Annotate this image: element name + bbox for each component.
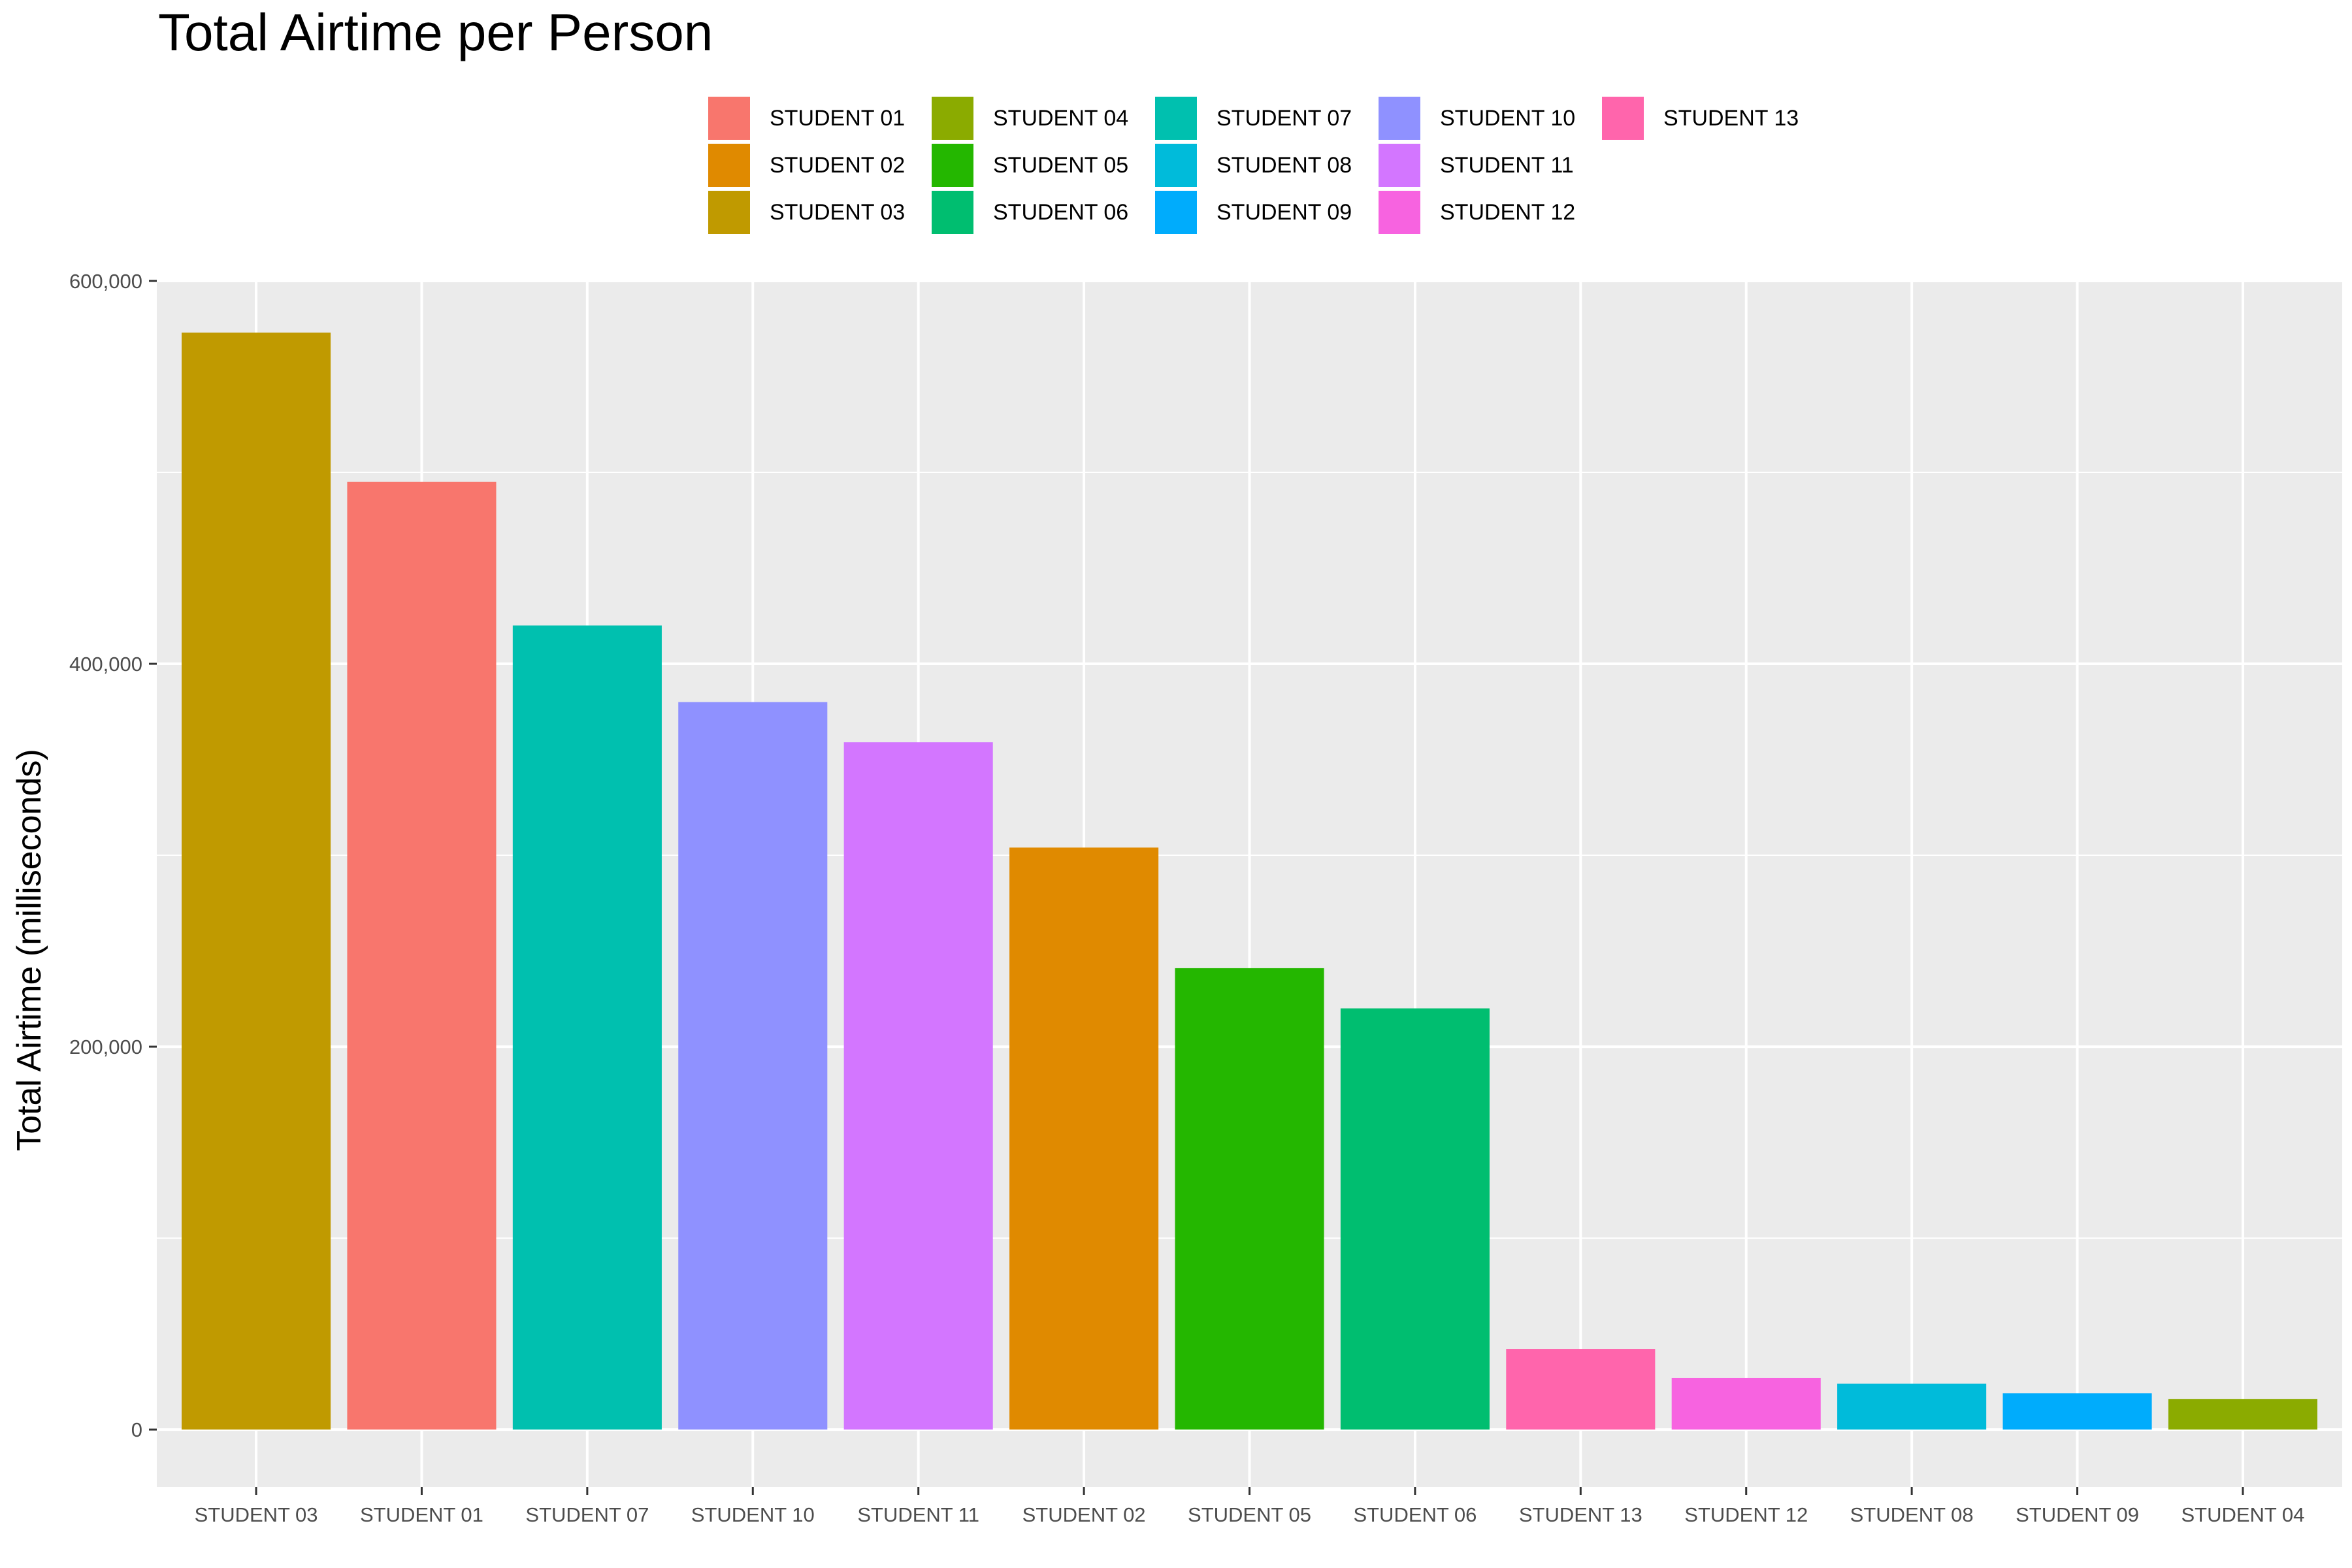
legend-item: STUDENT 04 xyxy=(930,95,1146,142)
bar-student-09 xyxy=(2002,1393,2152,1430)
y-axis-title: Total Airtime (milliseconds) xyxy=(10,749,48,1151)
legend-item: STUDENT 06 xyxy=(930,189,1146,237)
legend-key xyxy=(1155,144,1197,187)
x-tick-label: STUDENT 05 xyxy=(1188,1503,1311,1526)
y-tick-label: 0 xyxy=(131,1418,142,1441)
bar-student-08 xyxy=(1837,1383,1987,1430)
bar-student-13 xyxy=(1506,1349,1656,1430)
legend-key xyxy=(1155,191,1197,234)
legend-label: STUDENT 11 xyxy=(1440,153,1574,178)
legend-label: STUDENT 02 xyxy=(770,153,906,178)
bar-student-04 xyxy=(2168,1399,2317,1430)
legend-label: STUDENT 13 xyxy=(1663,106,1799,131)
legend-item: STUDENT 13 xyxy=(1601,95,1816,142)
legend-key xyxy=(708,191,750,234)
y-tick-label: 600,000 xyxy=(69,270,142,293)
legend-label: STUDENT 07 xyxy=(1217,106,1352,131)
legend-key xyxy=(932,191,973,234)
legend-label: STUDENT 10 xyxy=(1440,106,1576,131)
x-tick-label: STUDENT 12 xyxy=(1684,1503,1808,1526)
legend-label: STUDENT 01 xyxy=(770,106,906,131)
bar-student-06 xyxy=(1340,1008,1490,1430)
chart-title: Total Airtime per Person xyxy=(158,3,713,61)
legend-key xyxy=(1602,97,1644,140)
legend-key xyxy=(932,97,973,140)
x-tick-label: STUDENT 07 xyxy=(525,1503,649,1526)
legend-label: STUDENT 05 xyxy=(993,153,1129,178)
bar-student-11 xyxy=(843,742,993,1430)
x-tick-label: STUDENT 13 xyxy=(1519,1503,1642,1526)
legend-item: STUDENT 08 xyxy=(1154,142,1369,189)
legend-item: STUDENT 10 xyxy=(1377,95,1593,142)
legend-item: STUDENT 11 xyxy=(1377,142,1593,189)
legend-key xyxy=(1155,97,1197,140)
legend-item: STUDENT 05 xyxy=(930,142,1146,189)
legend-key xyxy=(1379,144,1420,187)
legend-item: STUDENT 01 xyxy=(707,95,923,142)
bar-student-07 xyxy=(512,625,662,1430)
legend-key xyxy=(708,97,750,140)
legend-label: STUDENT 12 xyxy=(1440,200,1576,225)
x-tick-label: STUDENT 01 xyxy=(360,1503,483,1526)
bar-student-10 xyxy=(678,702,828,1430)
bar-student-12 xyxy=(1671,1377,1821,1430)
bar-student-05 xyxy=(1175,968,1324,1430)
bar-student-02 xyxy=(1009,847,1159,1430)
legend-label: STUDENT 08 xyxy=(1217,153,1352,178)
x-tick-label: STUDENT 03 xyxy=(195,1503,318,1526)
x-tick-label: STUDENT 10 xyxy=(691,1503,815,1526)
legend-key xyxy=(1379,97,1420,140)
y-tick-label: 400,000 xyxy=(69,653,142,676)
legend-key xyxy=(932,144,973,187)
bar-student-03 xyxy=(182,333,331,1430)
legend-key xyxy=(708,144,750,187)
bar-student-01 xyxy=(347,482,497,1430)
legend-label: STUDENT 03 xyxy=(770,200,906,225)
legend-label: STUDENT 06 xyxy=(993,200,1129,225)
x-tick-label: STUDENT 08 xyxy=(1850,1503,1974,1526)
legend-item: STUDENT 09 xyxy=(1154,189,1369,237)
x-tick-label: STUDENT 04 xyxy=(2181,1503,2304,1526)
x-tick-label: STUDENT 11 xyxy=(857,1503,979,1526)
x-tick-label: STUDENT 02 xyxy=(1022,1503,1146,1526)
legend-item: STUDENT 07 xyxy=(1154,95,1369,142)
legend-item: STUDENT 03 xyxy=(707,189,923,237)
legend-item: STUDENT 02 xyxy=(707,142,923,189)
x-tick-label: STUDENT 06 xyxy=(1353,1503,1477,1526)
y-tick-label: 200,000 xyxy=(69,1036,142,1058)
legend-key xyxy=(1379,191,1420,234)
legend-label: STUDENT 04 xyxy=(993,106,1129,131)
legend-item: STUDENT 12 xyxy=(1377,189,1593,237)
x-tick-label: STUDENT 09 xyxy=(2016,1503,2139,1526)
legend-label: STUDENT 09 xyxy=(1217,200,1352,225)
